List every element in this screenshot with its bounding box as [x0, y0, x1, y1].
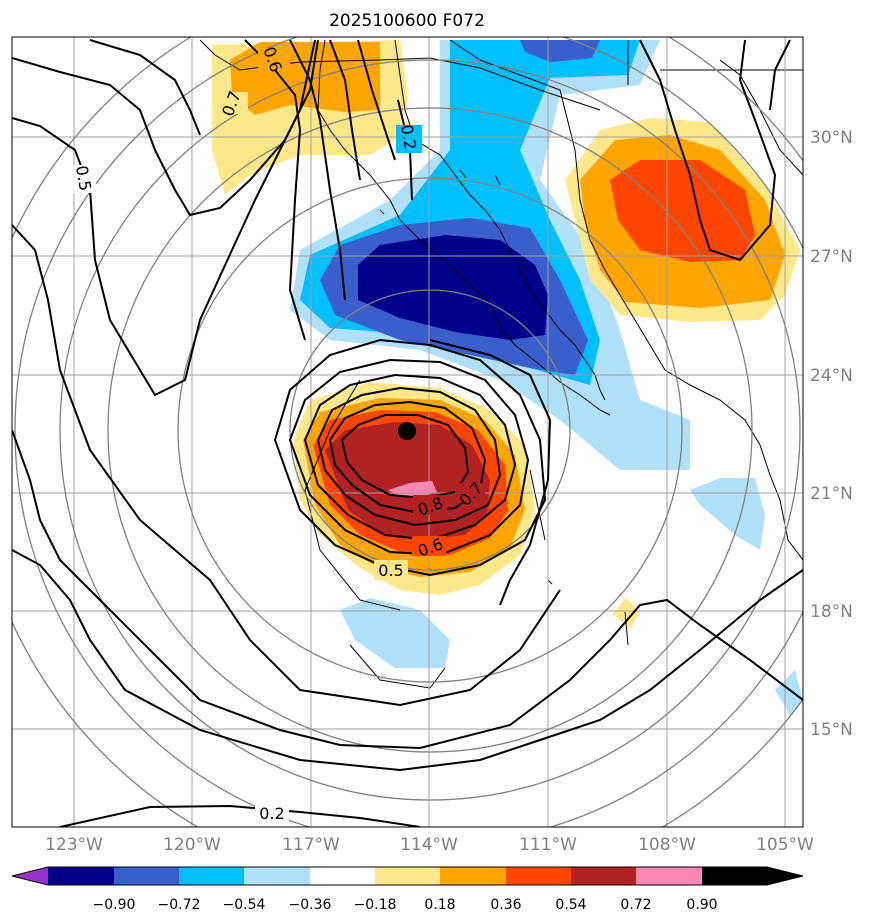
contour-far-west-3: [12, 549, 803, 772]
fill-neg-light-east: [690, 478, 765, 550]
contour-lines: [12, 39, 803, 827]
contour-storm-ring-1: [273, 338, 547, 577]
colorbar-tick-label: 0.72: [620, 897, 651, 913]
lon-label-group: 123°W 120°W 117°W 114°W 111°W 108°W 105°…: [45, 835, 814, 855]
lon-label: 114°W: [400, 835, 458, 855]
range-ring-5: [14, 37, 803, 827]
lat-label: 15°N: [810, 720, 853, 740]
lon-label: 105°W: [756, 835, 814, 855]
baja-west-coast: [317, 39, 611, 416]
colorbar-extend-min: [12, 867, 48, 885]
colorbar-segment: [310, 867, 375, 885]
colorbar-tick-label: 0.90: [686, 897, 717, 913]
contour-storm-ring-5: [328, 400, 487, 514]
colorbar-tick-label: 0.54: [555, 897, 586, 913]
contour-storm-ring-2: [288, 358, 530, 557]
range-ring-4: [59, 59, 801, 801]
contour-label: 0.2: [397, 123, 420, 151]
contour-storm-ring-3: [303, 373, 517, 542]
map-frame: [11, 36, 804, 828]
fill-pos-strong-ne: [610, 160, 755, 262]
lat-label: 27°N: [810, 247, 853, 267]
contour-west-05: [12, 39, 319, 397]
colorbar-tick-label: −0.54: [223, 897, 266, 913]
contour-axis-4: [357, 39, 396, 161]
colorbar-tick-label: −0.90: [93, 897, 136, 913]
coastlines: [199, 39, 803, 689]
lat-label: 24°N: [810, 366, 853, 386]
lat-label-group: 30°N 27°N 24°N 21°N 18°N 15°N: [810, 128, 853, 740]
lon-label: 111°W: [519, 835, 577, 855]
fill-pos-mid-nw: [230, 42, 380, 115]
colorbar-segment: [179, 867, 244, 885]
colorbar-segment: [244, 867, 310, 885]
contour-storm-ring-6: [340, 414, 470, 500]
lon-label: 120°W: [163, 835, 221, 855]
contour-far-west-1: [12, 224, 561, 707]
contour-ne-1: [639, 39, 777, 262]
colorbar-segment: [571, 867, 636, 885]
contour-label: 0.5: [378, 561, 403, 580]
contour-ne-2: [769, 39, 791, 111]
lon-label: 123°W: [45, 835, 103, 855]
map-panel: 0.7 0.6 0.5 0.2 0.8 0.7 0.6 0.5 0.2: [12, 37, 803, 827]
sw-coast: [304, 379, 401, 611]
fill-neg-light-south: [340, 598, 450, 668]
colorbar: −0.90 −0.72 −0.54 −0.36 −0.18 0.18 0.36 …: [11, 866, 804, 913]
river: [379, 169, 529, 273]
colorbar-tick-label: 0.36: [490, 897, 521, 913]
colorbar-tick-label: −0.18: [354, 897, 397, 913]
contour-storm-ring-4: [316, 386, 502, 527]
fill-pos-light-small: [612, 598, 640, 628]
fill-neg-light-edge: [775, 670, 803, 715]
storm-center-marker: [398, 422, 416, 440]
lat-label: 21°N: [810, 484, 853, 504]
contour-far-west-2: [12, 429, 803, 750]
range-ring-3: [107, 107, 753, 753]
range-rings: [12, 37, 803, 827]
colorbar-segment: [440, 867, 506, 885]
small-island: [624, 611, 629, 646]
contour-storm-1: [429, 339, 552, 606]
colorbar-segment: [636, 867, 702, 885]
revillagigedo-outline: [529, 469, 553, 585]
fill-pos-max-storm: [325, 422, 490, 540]
figure-title: 2025100600 F072: [329, 11, 485, 31]
colorbar-segment: [375, 867, 440, 885]
lon-label: 108°W: [638, 835, 696, 855]
contour-nw-outer: [12, 39, 316, 217]
colorbar-segment: [114, 867, 179, 885]
colorbar-tick-label: −0.72: [158, 897, 201, 913]
range-ring-2: [177, 177, 683, 683]
contour-axis-3: [329, 39, 361, 181]
us-mexico-border: [199, 39, 601, 111]
lat-label: 30°N: [810, 128, 853, 148]
contour-label-group: 0.7 0.6 0.5 0.2 0.8 0.7 0.6 0.5 0.2: [70, 44, 487, 823]
colorbar-segment: [48, 867, 114, 885]
fill-neg-strong-north: [520, 40, 600, 62]
socorro-outline: [349, 644, 446, 689]
mainland-coast: [449, 39, 803, 561]
contour-label: 0.2: [259, 804, 284, 823]
range-ring-1: [289, 289, 571, 571]
lon-label: 117°W: [282, 835, 340, 855]
colorbar-extend-max: [767, 867, 803, 885]
colorbar-tick-label: −0.36: [289, 897, 332, 913]
colorbar-tick-label: 0.18: [424, 897, 455, 913]
colorbar-outline: [11, 866, 804, 886]
lat-label: 18°N: [810, 602, 853, 622]
colorbar-segment: [702, 867, 767, 885]
colorbar-segment: [506, 867, 571, 885]
negative-anomaly-shading: [290, 40, 803, 715]
contour-axis-2: [289, 39, 346, 301]
contour-nw-top: [89, 39, 201, 136]
contour-label: 0.5: [72, 164, 95, 192]
fill-neg-max: [358, 235, 548, 340]
